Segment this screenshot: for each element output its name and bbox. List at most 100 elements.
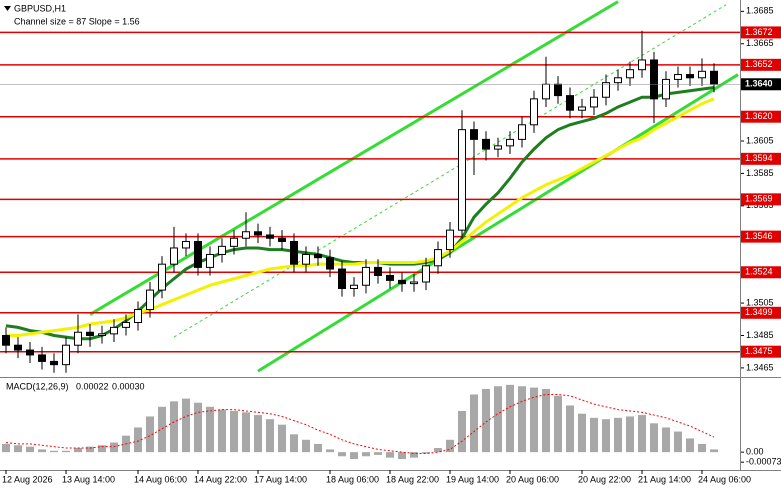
macd-bar — [410, 452, 418, 458]
macd-bar — [626, 416, 634, 453]
macd-bar — [602, 419, 610, 453]
candle-body — [626, 69, 634, 79]
y-tick-label: 1.3485 — [746, 330, 774, 340]
level-label-box — [741, 306, 781, 319]
level-label-box — [741, 230, 781, 243]
level-label: 1.3524 — [745, 267, 773, 277]
y-tick-label: 1.3605 — [746, 135, 774, 145]
macd-bar — [650, 423, 658, 453]
x-tick-label: 19 Aug 14:00 — [446, 474, 499, 484]
candle-body — [182, 240, 190, 249]
candle-body — [26, 349, 34, 356]
x-tick-label: 20 Aug 22:00 — [578, 474, 631, 484]
candle-body — [470, 129, 478, 140]
candle-body — [506, 138, 514, 147]
x-tick-label: 17 Aug 14:00 — [254, 474, 307, 484]
level-label-box — [741, 193, 781, 206]
candle-body — [374, 266, 382, 277]
x-tick-label: 21 Aug 14:00 — [638, 474, 691, 484]
candle-body — [590, 96, 598, 108]
candle-body — [194, 240, 202, 268]
candle-body — [482, 138, 490, 150]
macd-bar — [614, 417, 622, 453]
channel-line — [257, 73, 739, 373]
candle-body — [446, 229, 454, 251]
candle-body — [614, 77, 622, 84]
price-panel — [0, 0, 740, 373]
chart-title: GBPUSD,H1 — [14, 3, 66, 13]
macd-bar — [578, 413, 586, 453]
macd-bar — [362, 452, 370, 457]
macd-bar — [182, 398, 190, 453]
candle-body — [158, 263, 166, 291]
candle-body — [554, 83, 562, 97]
channel-line — [173, 4, 727, 338]
macd-bar — [194, 402, 202, 453]
macd-bar — [14, 445, 22, 453]
level-label: 1.3672 — [745, 27, 773, 37]
x-tick-label: 24 Aug 06:00 — [698, 474, 751, 484]
macd-bar — [494, 386, 502, 453]
level-label-box — [741, 58, 781, 71]
last-price-box — [741, 78, 781, 91]
macd-label: MACD(12,26,9) — [6, 381, 69, 391]
macd-bar — [338, 452, 346, 457]
menu-arrow — [4, 6, 11, 11]
macd-bar — [158, 406, 166, 453]
macd-bar — [674, 431, 682, 453]
level-label: 1.3475 — [745, 346, 773, 356]
macd-bar — [62, 450, 70, 453]
candle-body — [362, 266, 370, 286]
macd-bar — [302, 439, 310, 453]
macd-bar — [266, 419, 274, 453]
candle-body — [662, 78, 670, 100]
candle-body — [410, 281, 418, 285]
candle-body — [326, 257, 334, 270]
macd-bar — [74, 448, 82, 453]
y-tick-label: 1.3685 — [746, 6, 774, 16]
level-label: 1.3652 — [745, 59, 773, 69]
level-label: 1.3569 — [745, 194, 773, 204]
candle-body — [566, 95, 574, 111]
candle-body — [134, 309, 142, 324]
candle-body — [710, 70, 718, 85]
candle-body — [542, 83, 550, 100]
macd-bar — [326, 449, 334, 453]
candle-body — [50, 360, 58, 366]
macd-bar — [206, 406, 214, 453]
macd-bar — [458, 410, 466, 453]
macd-bar — [170, 401, 178, 453]
macd-bar — [86, 446, 94, 453]
candle-body — [530, 98, 538, 126]
macd-bar — [110, 442, 118, 453]
macd-bar — [254, 415, 262, 453]
macd-bar — [434, 448, 442, 453]
candle-body — [218, 245, 226, 255]
y-tick-label: 1.3465 — [746, 362, 774, 372]
moving-average — [6, 97, 715, 337]
level-label: 1.3499 — [745, 307, 773, 317]
macd-bar — [290, 434, 298, 453]
candle-body — [698, 70, 706, 79]
macd-y-tick-label: -0.00073 — [746, 457, 781, 467]
x-tick-label: 20 Aug 06:00 — [506, 474, 559, 484]
candle-body — [578, 106, 586, 111]
x-tick-label: 18 Aug 06:00 — [326, 474, 379, 484]
candle-body — [242, 231, 250, 239]
macd-bar — [698, 443, 706, 453]
x-tick-label: 12 Aug 2026 — [2, 474, 53, 484]
macd-bar — [2, 443, 10, 453]
macd-bar — [554, 395, 562, 453]
last-price-label: 1.3640 — [745, 79, 773, 89]
level-label-box — [741, 266, 781, 279]
macd-bar — [50, 450, 58, 453]
macd-bar — [590, 417, 598, 453]
y-tick-label: 1.3505 — [746, 297, 774, 307]
candle-body — [230, 237, 238, 247]
candle-body — [338, 268, 346, 289]
macd-bar — [566, 405, 574, 453]
level-label: 1.3620 — [745, 111, 773, 121]
macd-bar — [542, 388, 550, 453]
chart-subtitle: Channel size = 87 Slope = 1.56 — [14, 16, 140, 26]
